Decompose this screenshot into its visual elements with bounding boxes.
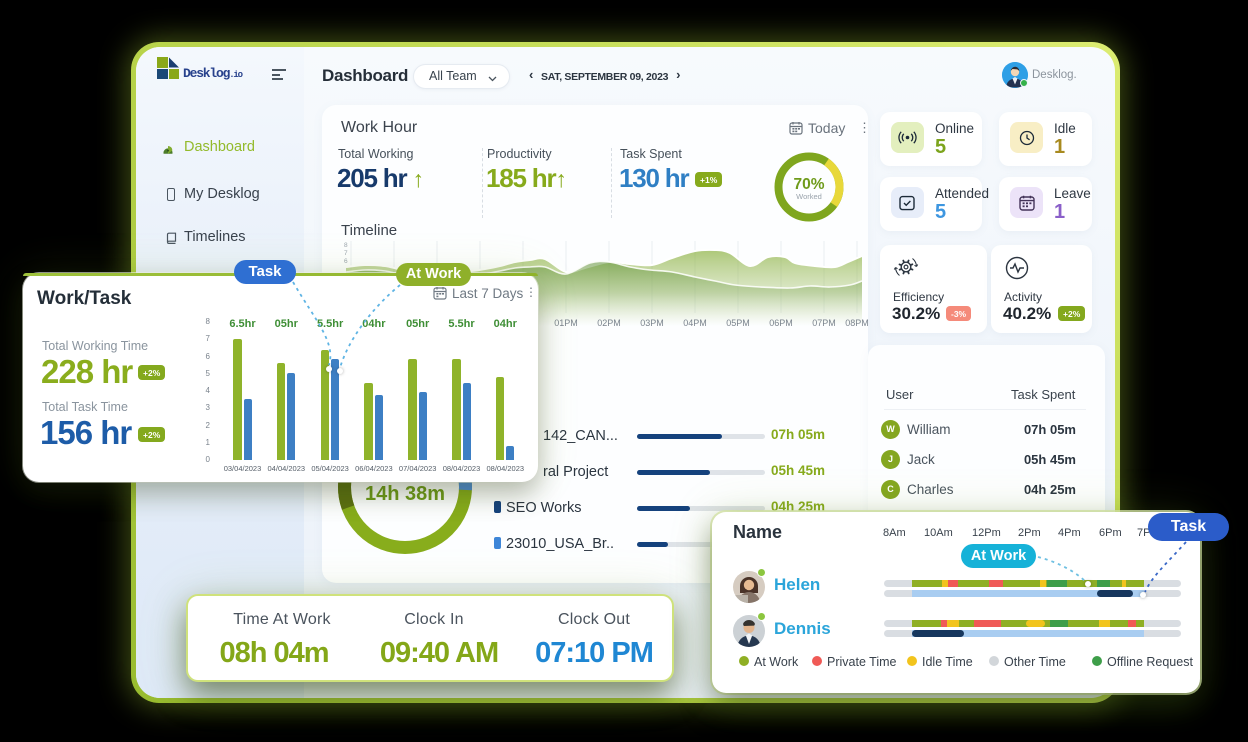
svg-text:01PM: 01PM xyxy=(554,318,578,328)
svg-text:03PM: 03PM xyxy=(640,318,664,328)
svg-text:70%: 70% xyxy=(793,176,824,193)
svg-text:04PM: 04PM xyxy=(683,318,707,328)
svg-text:6: 6 xyxy=(344,258,348,265)
svg-text:05PM: 05PM xyxy=(726,318,750,328)
svg-text:7: 7 xyxy=(344,250,348,257)
svg-text:07PM: 07PM xyxy=(812,318,836,328)
svg-text:Worked: Worked xyxy=(796,192,822,201)
svg-text:14h 38m: 14h 38m xyxy=(365,483,445,505)
svg-text:08PM: 08PM xyxy=(845,318,869,328)
svg-text:02PM: 02PM xyxy=(597,318,621,328)
svg-text:8: 8 xyxy=(344,242,348,249)
svg-text:06PM: 06PM xyxy=(769,318,793,328)
